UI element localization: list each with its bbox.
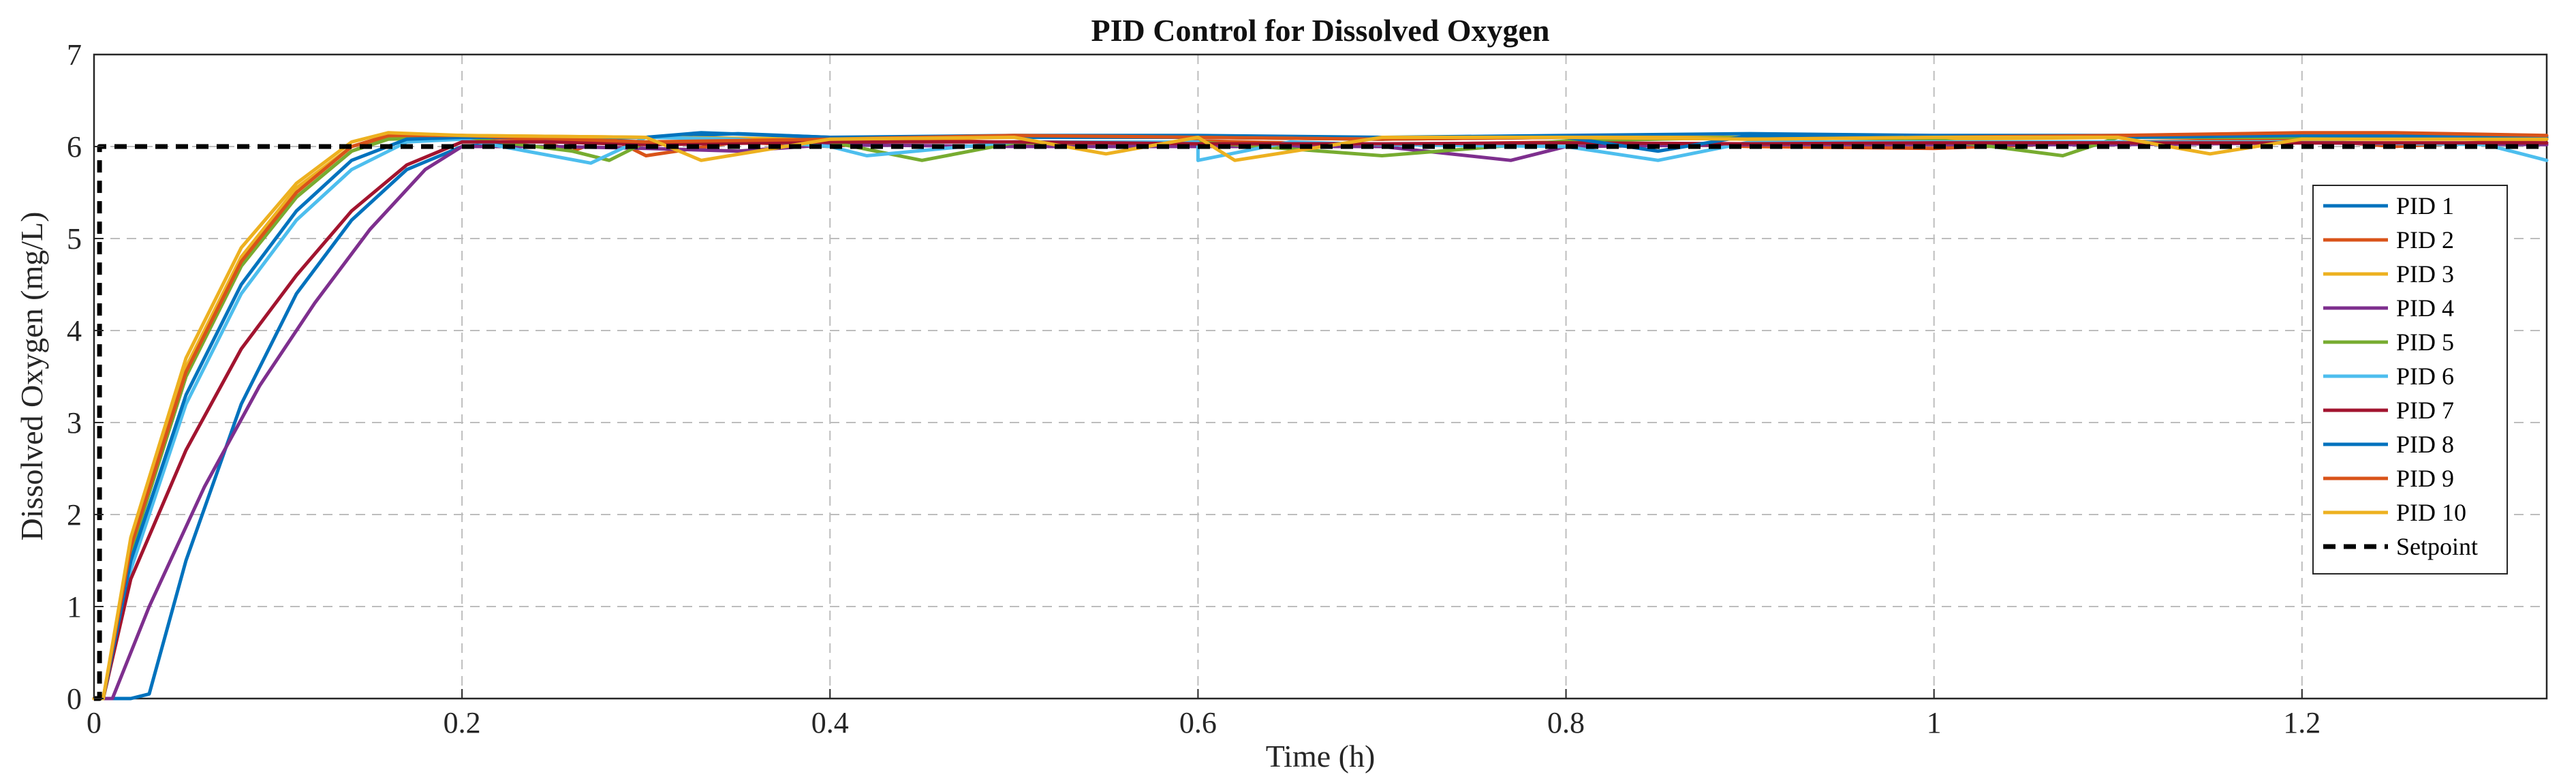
x-tick-label: 0.2 bbox=[444, 706, 481, 739]
y-tick-label: 1 bbox=[67, 590, 82, 624]
legend-label: PID 3 bbox=[2396, 260, 2454, 288]
y-tick-label: 0 bbox=[67, 682, 82, 716]
tick-labels: 0 0.2 0.4 0.6 0.8 1 1.2 0 1 2 3 4 5 6 7 bbox=[67, 38, 2321, 739]
y-tick-label: 4 bbox=[67, 314, 82, 348]
legend: PID 1 PID 2 PID 3 PID 4 PID 5 PID 6 PID 7 PID 8… bbox=[2312, 185, 2508, 575]
x-tick-label: 0.6 bbox=[1179, 706, 1217, 739]
y-axis-label: Dissolved Oxygen (mg/L) bbox=[14, 212, 49, 541]
y-tick-label: 7 bbox=[67, 38, 82, 72]
legend-label: PID 10 bbox=[2396, 499, 2466, 526]
x-tick-label: 0.4 bbox=[811, 706, 849, 739]
series-line-pid-10 bbox=[92, 131, 2549, 701]
legend-label: PID 1 bbox=[2396, 192, 2454, 219]
x-axis-label: Time (h) bbox=[1266, 739, 1376, 774]
legend-label: PID 6 bbox=[2396, 363, 2454, 390]
x-tick-label: 0.8 bbox=[1547, 706, 1585, 739]
legend-box bbox=[2312, 185, 2508, 575]
x-tick-label: 1.2 bbox=[2283, 706, 2321, 739]
plot-frame bbox=[93, 53, 2548, 700]
x-tick-label: 1 bbox=[1927, 706, 1942, 739]
chart-title: PID Control for Dissolved Oxygen bbox=[1091, 13, 1550, 48]
legend-label: Setpoint bbox=[2396, 533, 2478, 560]
y-tick-label: 2 bbox=[67, 498, 82, 532]
grid-lines bbox=[94, 55, 2547, 699]
legend-label: PID 9 bbox=[2396, 465, 2454, 492]
series-line-pid-8 bbox=[92, 131, 2549, 701]
legend-label: PID 7 bbox=[2396, 397, 2454, 424]
legend-label: PID 5 bbox=[2396, 328, 2454, 356]
y-tick-label: 6 bbox=[67, 130, 82, 164]
legend-label: PID 2 bbox=[2396, 226, 2454, 254]
series-line-pid-1 bbox=[92, 132, 2549, 701]
y-tick-label: 3 bbox=[67, 406, 82, 440]
series-layer bbox=[92, 131, 2549, 701]
legend-label: PID 4 bbox=[2396, 294, 2454, 322]
legend-label: PID 8 bbox=[2396, 431, 2454, 458]
x-tick-label: 0 bbox=[87, 706, 102, 739]
y-tick-label: 5 bbox=[67, 222, 82, 256]
